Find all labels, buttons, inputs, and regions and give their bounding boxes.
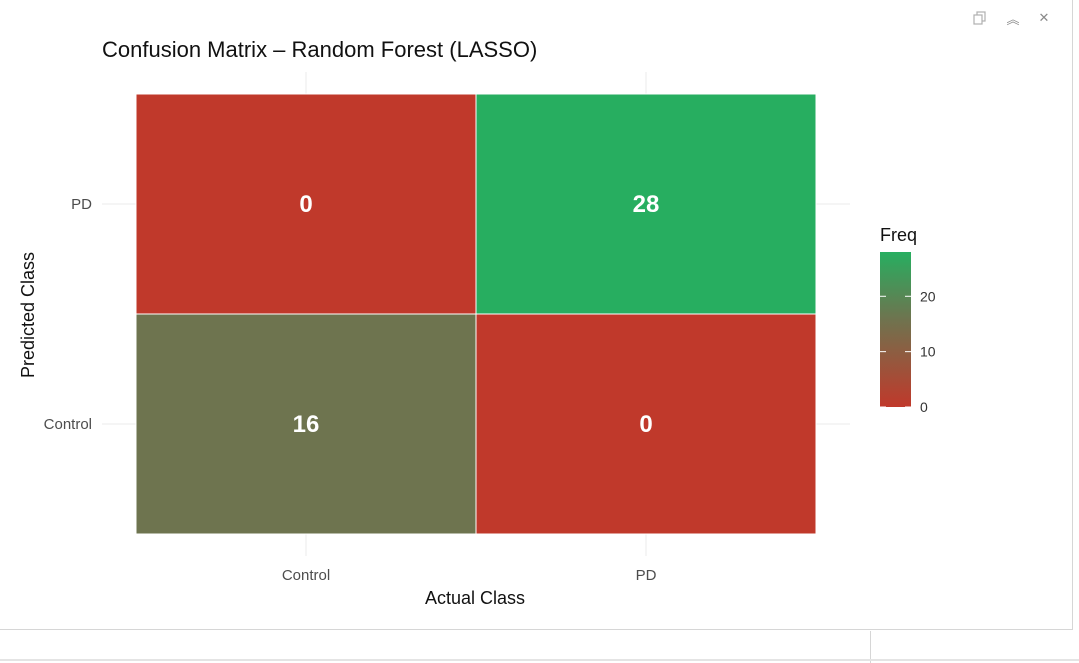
y-tick-label: Control <box>44 416 92 433</box>
legend-title: Freq <box>880 225 917 245</box>
confusion-matrix-chart: Confusion Matrix – Random Forest (LASSO)… <box>18 37 936 608</box>
legend-tick-label: 0 <box>920 399 928 415</box>
x-tick-label: PD <box>636 567 657 584</box>
collapse-icon[interactable]: ︽ <box>1003 8 1023 28</box>
collapse-glyph: ︽ <box>1006 11 1020 27</box>
y-axis-ticks: Control PD <box>44 196 93 433</box>
legend-tick-label: 10 <box>920 344 936 360</box>
heatmap-cell <box>475 313 817 535</box>
y-axis-title: Predicted Class <box>18 252 38 378</box>
popout-icon-glyph <box>973 11 986 25</box>
cell-value-label: 16 <box>293 411 320 438</box>
cell-value-label: 0 <box>639 411 652 438</box>
legend-tick-label: 20 <box>920 288 936 304</box>
cell-value-label: 28 <box>633 191 660 218</box>
heatmap-cells <box>135 93 817 535</box>
popout-icon[interactable] <box>970 8 990 28</box>
close-glyph: ✕ <box>1038 10 1050 25</box>
x-axis-title: Actual Class <box>425 588 525 608</box>
plot-pane-border <box>0 0 1073 630</box>
heatmap-cell <box>475 93 817 315</box>
close-icon[interactable]: ✕ <box>1034 8 1054 28</box>
legend-ticks: 0 10 20 <box>880 288 936 415</box>
status-divider <box>870 631 871 663</box>
legend-colorbar <box>880 252 911 407</box>
bottom-divider <box>0 659 1079 661</box>
x-axis-ticks: Control PD <box>282 567 657 584</box>
heatmap-cell-labels: 0 28 16 0 <box>293 191 660 438</box>
cell-value-label: 0 <box>299 191 312 218</box>
chart-title: Confusion Matrix – Random Forest (LASSO) <box>102 37 537 62</box>
y-tick-label: PD <box>71 196 92 213</box>
x-tick-label: Control <box>282 567 330 584</box>
status-strip <box>0 631 1079 663</box>
heatmap-cell <box>135 313 477 535</box>
